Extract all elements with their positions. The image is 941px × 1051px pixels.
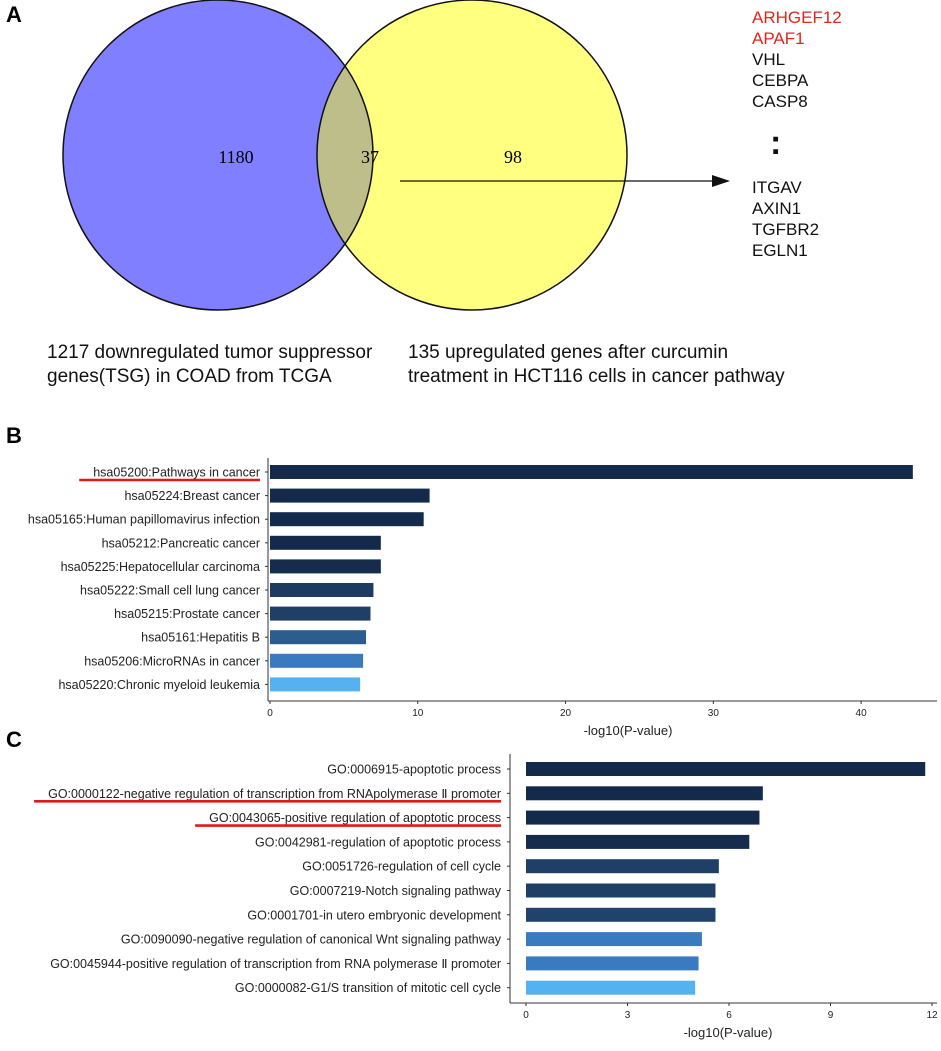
category-label: GO:0000082-G1/S transition of mitotic ce… <box>235 981 501 995</box>
category-label: GO:0045944-positive regulation of transc… <box>50 957 501 971</box>
category-label: GO:0043065-positive regulation of apopto… <box>209 811 501 825</box>
venn-right-caption: 135 upregulated genes after curcumin tre… <box>408 342 785 387</box>
category-label: hsa05200:Pathways in cancer <box>93 466 260 480</box>
gene-list-top: ARHGEF12 APAF1 VHL CEBPA CASP8 <box>752 7 842 112</box>
x-axis-label: -log10(P-value) <box>584 723 673 738</box>
category-label: hsa05206:MicroRNAs in cancer <box>84 654 260 668</box>
bar <box>270 535 381 550</box>
venn-left-count: 1180 <box>218 147 253 167</box>
bar <box>526 932 702 947</box>
venn-overlap-count: 37 <box>361 147 379 167</box>
gene-item: AXIN1 <box>752 199 802 218</box>
category-label: GO:0042981-regulation of apoptotic proce… <box>255 835 501 849</box>
venn-diagram: 1180 37 98 <box>62 0 730 311</box>
category-label: hsa05222:Small cell lung cancer <box>80 584 260 598</box>
x-tick-label: 0 <box>267 708 273 719</box>
bar <box>270 653 364 668</box>
panel-label-c: C <box>6 727 22 752</box>
x-tick-label: 40 <box>856 708 868 719</box>
bar <box>270 606 371 621</box>
bar <box>270 465 913 479</box>
x-tick-label: 6 <box>726 1010 732 1021</box>
category-label: hsa05220:Chronic myeloid leukemia <box>58 678 260 692</box>
gene-item: CASP8 <box>752 92 808 111</box>
bar <box>270 583 374 597</box>
gene-list-bottom: ITGAV AXIN1 TGFBR2 EGLN1 <box>752 177 819 261</box>
x-tick-label: 9 <box>828 1010 834 1021</box>
bar <box>270 512 424 527</box>
bar <box>526 907 716 922</box>
gene-item: CEBPA <box>752 71 809 90</box>
arrow-head-icon <box>712 175 730 187</box>
go-bar-chart: GO:0006915-apoptotic process GO:0000122-n… <box>34 754 938 1040</box>
x-axis-label: -log10(P-value) <box>684 1025 773 1040</box>
gene-item: TGFBR2 <box>752 220 820 239</box>
gene-item: VHL <box>752 50 786 69</box>
category-label: hsa05225:Hepatocellular carcinoma <box>61 560 260 574</box>
x-tick-label: 12 <box>926 1010 938 1021</box>
gene-item: EGLN1 <box>752 241 808 260</box>
bar <box>526 859 719 874</box>
category-label: GO:0006915-apoptotic process <box>327 763 501 777</box>
bar <box>526 883 716 898</box>
category-label: hsa05224:Breast cancer <box>124 489 260 503</box>
kegg-bar-chart: hsa05200:Pathways in cancer hsa05224:Brea… <box>28 458 937 738</box>
category-label: hsa05212:Pancreatic cancer <box>102 536 260 550</box>
gene-list-ellipsis: : <box>770 124 782 162</box>
category-label: hsa05165:Human papillomavirus infection <box>28 513 260 527</box>
bar <box>270 559 381 574</box>
bar <box>270 488 430 503</box>
bar <box>270 677 361 692</box>
category-label: GO:0051726-regulation of cell cycle <box>302 860 501 874</box>
category-label: hsa05161:Hepatitis B <box>141 631 260 645</box>
x-tick-label: 3 <box>625 1010 631 1021</box>
category-label: hsa05215:Prostate cancer <box>114 607 260 621</box>
bar <box>526 956 699 971</box>
venn-left-circle <box>63 0 373 310</box>
bar <box>526 810 760 825</box>
bar <box>526 786 763 801</box>
x-tick-label: 0 <box>523 1010 529 1021</box>
x-tick-label: 30 <box>708 708 720 719</box>
x-tick-label: 10 <box>412 708 424 719</box>
gene-item: ITGAV <box>752 178 802 197</box>
x-tick-label: 20 <box>560 708 572 719</box>
bar <box>526 834 750 849</box>
bar <box>526 762 926 776</box>
venn-right-circle <box>317 0 627 310</box>
venn-right-count: 98 <box>504 147 522 167</box>
bar <box>526 980 696 995</box>
venn-left-caption: 1217 downregulated tumor suppressor gene… <box>47 342 373 387</box>
bar <box>270 630 367 645</box>
gene-item: ARHGEF12 <box>752 8 842 27</box>
category-label: GO:0090090-negative regulation of canoni… <box>121 933 502 947</box>
category-label: GO:0001701-in utero embryonic developmen… <box>247 908 501 922</box>
panel-label-b: B <box>6 423 22 448</box>
gene-item: APAF1 <box>752 29 805 48</box>
category-label: GO:0007219-Notch signaling pathway <box>290 884 502 898</box>
category-label: GO:0000122-negative regulation of transc… <box>48 787 501 801</box>
panel-label-a: A <box>6 2 22 27</box>
